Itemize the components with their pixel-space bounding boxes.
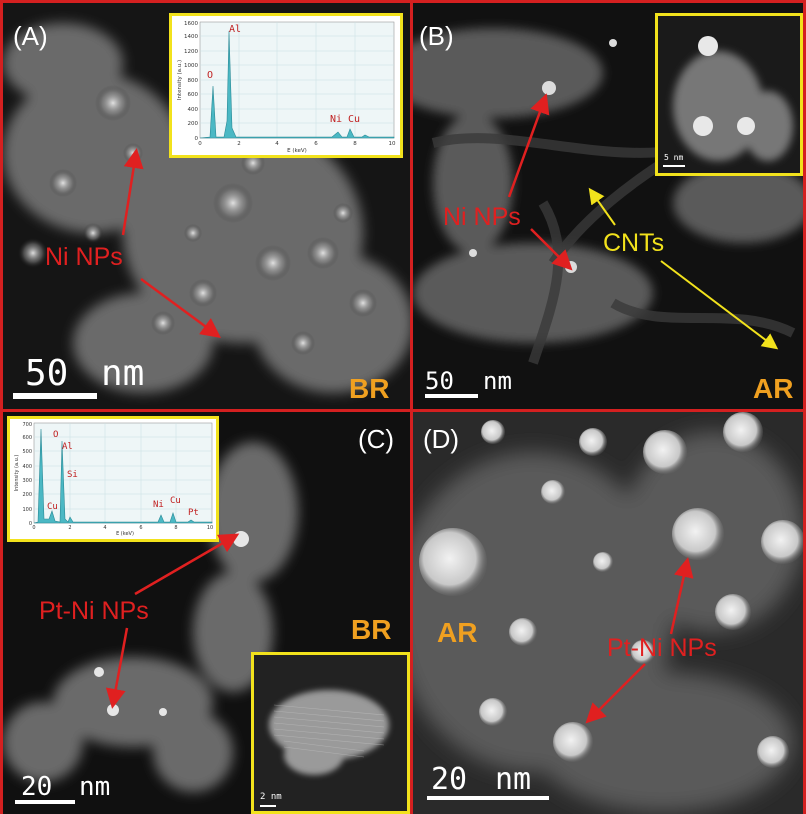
annotation-cnts: CNTs (603, 229, 665, 257)
ytick: 700 (22, 422, 32, 428)
scale-value: 20 (431, 762, 468, 797)
peak-label-o: O (53, 430, 58, 440)
ytick: 200 (188, 121, 199, 127)
panel-label: (D) (423, 424, 460, 454)
panel-a: (A) O Al Ni Cu 0 200 400 600 (3, 3, 410, 409)
panel-label: (C) (358, 424, 395, 454)
panel-d: (D) AR Pt-Ni NPs 20 nm (413, 412, 803, 814)
scale-bar (15, 800, 75, 804)
peak-label-pt: Pt (188, 508, 199, 518)
ytick: 1400 (184, 34, 198, 40)
peak-label-al: Al (62, 442, 73, 452)
hr-inset: 2 nm (251, 652, 410, 814)
xtick: 2 (237, 141, 241, 147)
xtick: 0 (32, 525, 35, 531)
inset-scale-label: 5 nm (664, 153, 684, 162)
xtick: 0 (198, 141, 202, 147)
annotation-ni-nps: Ni NPs (45, 243, 123, 271)
y-axis-label: Intensity (a.u.) (14, 455, 20, 492)
y-axis-label: Intensity (a.u.) (177, 60, 183, 100)
hr-inset: 5 nm (655, 13, 803, 176)
scale-value: 50 (425, 367, 454, 395)
frame-left (0, 0, 3, 814)
peak-label-ni: Ni (330, 114, 342, 125)
ytick: 600 (22, 435, 32, 441)
annotation-pt-ni-nps: Pt-Ni NPs (39, 597, 149, 625)
panel-c: O Al Si Cu Ni Cu Pt 0 100 200 300 400 50… (3, 412, 410, 814)
ytick: 500 (22, 449, 32, 455)
annotation-pt-ni-nps: Pt-Ni NPs (607, 634, 717, 662)
panel-b: (B) 5 nm Ni NPs CNTs 50 nm AR (413, 3, 803, 409)
frame-middle-horizontal (0, 409, 806, 412)
panel-label: (A) (13, 21, 48, 51)
ytick: 1000 (184, 63, 198, 69)
xtick: 8 (353, 141, 357, 147)
x-axis-label: E (keV) (287, 148, 307, 154)
condition-tag: BR (349, 373, 390, 404)
scale-value: 50 (25, 353, 69, 394)
peak-label-al: Al (229, 24, 241, 35)
ytick: 1200 (184, 49, 198, 55)
inset-scale-bar (663, 165, 685, 167)
xtick: 6 (139, 525, 142, 531)
ytick: 0 (29, 521, 32, 527)
frame-right (803, 0, 806, 814)
hr-inset-image (658, 16, 800, 173)
hr-inset-image (254, 655, 407, 811)
scale-unit: nm (495, 762, 532, 797)
scale-value: 20 (21, 772, 53, 802)
inset-scale-label: 2 nm (260, 792, 282, 802)
inset-scale-bar (260, 805, 276, 807)
frame-top (0, 0, 806, 3)
annotation-ni-nps: Ni NPs (443, 203, 521, 231)
peak-label-si: Si (67, 470, 78, 480)
xtick: 8 (174, 525, 177, 531)
scale-bar (13, 393, 97, 399)
ytick: 800 (188, 78, 199, 84)
xtick: 6 (314, 141, 318, 147)
frame-middle-vertical (410, 0, 413, 814)
xtick: 10 (389, 141, 396, 147)
ytick: 200 (22, 492, 32, 498)
peak-label-cu: Cu (47, 502, 58, 512)
scale-unit: nm (101, 353, 145, 394)
peak-label-ni: Ni (153, 500, 164, 510)
micrograph-d (413, 412, 803, 814)
ytick: 400 (188, 107, 199, 113)
eds-spectrum-inset: O Al Ni Cu 0 200 400 600 800 1000 1200 1… (169, 13, 403, 158)
scale-unit: nm (483, 367, 512, 395)
panel-label: (B) (419, 21, 454, 51)
condition-tag: AR (437, 617, 478, 648)
peak-label-o: O (207, 70, 213, 81)
scale-bar (427, 796, 549, 800)
eds-spectrum-inset: O Al Si Cu Ni Cu Pt 0 100 200 300 400 50… (7, 416, 219, 542)
ytick: 1600 (184, 21, 198, 27)
ytick: 0 (195, 136, 199, 142)
scale-unit: nm (79, 772, 111, 802)
ytick: 400 (22, 464, 32, 470)
ytick: 100 (22, 507, 32, 513)
ytick: 600 (188, 92, 199, 98)
xtick: 4 (275, 141, 279, 147)
xtick: 2 (68, 525, 71, 531)
peak-label-cu: Cu (348, 114, 360, 125)
x-axis-label: E (keV) (116, 531, 134, 537)
xtick: 4 (103, 525, 106, 531)
xtick: 10 (207, 525, 213, 531)
eds-spectrum-chart: O Al Ni Cu 0 200 400 600 800 1000 1200 1… (172, 16, 400, 155)
ytick: 300 (22, 478, 32, 484)
peak-label-cu: Cu (170, 496, 181, 506)
condition-tag: BR (351, 614, 392, 645)
scale-bar (425, 394, 478, 398)
condition-tag: AR (753, 373, 794, 404)
eds-spectrum-chart: O Al Si Cu Ni Cu Pt 0 100 200 300 400 50… (10, 419, 216, 539)
